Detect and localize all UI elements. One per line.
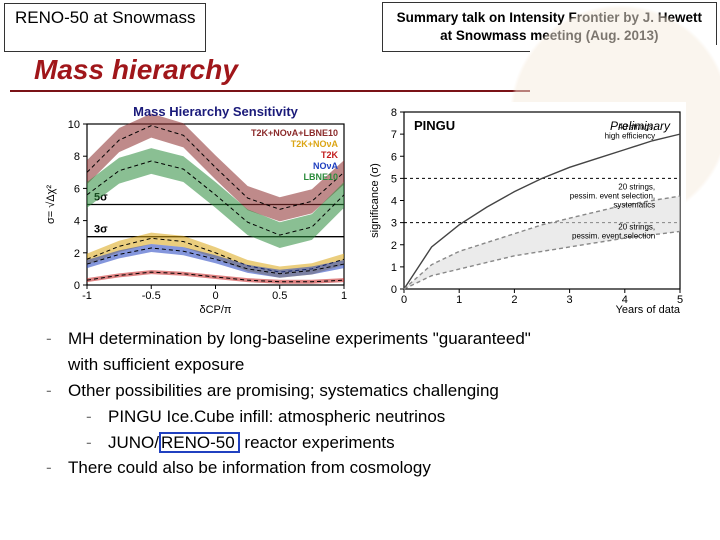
svg-text:T2K: T2K — [321, 150, 339, 160]
svg-text:LBNE10: LBNE10 — [303, 172, 338, 182]
svg-text:20 strings,: 20 strings, — [618, 223, 655, 232]
svg-text:8: 8 — [391, 107, 397, 119]
bullet-dash — [46, 353, 68, 377]
svg-text:T2K+NOνA: T2K+NOνA — [291, 139, 339, 149]
svg-text:σ= √Δχ²: σ= √Δχ² — [45, 185, 57, 224]
svg-text:3σ: 3σ — [94, 224, 108, 236]
svg-text:1: 1 — [341, 290, 347, 302]
svg-text:0: 0 — [74, 280, 80, 292]
svg-text:Years of data: Years of data — [616, 304, 681, 316]
svg-text:40 strings,: 40 strings, — [618, 123, 655, 132]
bullet-item: with sufficient exposure — [46, 353, 680, 377]
svg-text:6: 6 — [74, 184, 80, 196]
bullet-text: PINGU Ice.Cube infill: atmospheric neutr… — [108, 405, 445, 429]
svg-text:1: 1 — [456, 294, 462, 306]
svg-text:T2K+NOνA+LBNE10: T2K+NOνA+LBNE10 — [251, 128, 338, 138]
svg-text:high efficiency: high efficiency — [605, 132, 656, 141]
svg-text:Mass Hierarchy Sensitivity: Mass Hierarchy Sensitivity — [133, 104, 299, 119]
svg-text:δCP/π: δCP/π — [199, 304, 231, 316]
svg-text:-0.5: -0.5 — [142, 290, 161, 302]
bullet-dash: - — [46, 456, 68, 480]
reno-badge: RENO-50 at Snowmass — [4, 3, 206, 52]
svg-text:0: 0 — [391, 284, 397, 296]
reno50-highlight: RENO-50 — [159, 432, 240, 453]
svg-text:20 strings,: 20 strings, — [618, 183, 655, 192]
svg-text:4: 4 — [74, 216, 80, 228]
mh-sensitivity-chart: -1-0.500.5102468105σ3σMass Hierarchy Sen… — [42, 102, 352, 317]
bullet-dash: - — [86, 405, 108, 429]
bullet-text: MH determination by long-baseline experi… — [68, 327, 531, 351]
svg-text:3: 3 — [391, 218, 397, 230]
bullet-text: Other possibilities are promising; syste… — [68, 379, 499, 403]
svg-text:10: 10 — [68, 119, 80, 131]
svg-text:2: 2 — [511, 294, 517, 306]
svg-text:0: 0 — [401, 294, 407, 306]
svg-text:0.5: 0.5 — [272, 290, 287, 302]
svg-text:6: 6 — [391, 152, 397, 164]
svg-text:significance (σ): significance (σ) — [369, 164, 381, 239]
bullet-dash: - — [46, 327, 68, 351]
bullet-text: There could also be information from cos… — [68, 456, 431, 480]
bullet-dash: - — [46, 379, 68, 403]
svg-text:7: 7 — [391, 130, 397, 142]
svg-text:2: 2 — [391, 240, 397, 252]
bullet-text: with sufficient exposure — [68, 353, 244, 377]
svg-text:NOνA: NOνA — [313, 161, 339, 171]
pingu-chart: 012345012345678PINGUPreliminaryYears of … — [366, 102, 686, 317]
svg-text:pessim. event selection,: pessim. event selection, — [570, 192, 655, 201]
bullet-item: -JUNO/RENO-50 reactor experiments — [86, 431, 680, 455]
bullet-item: -Other possibilities are promising; syst… — [46, 379, 680, 403]
bullet-dash: - — [86, 431, 108, 455]
bullet-item: -There could also be information from co… — [46, 456, 680, 480]
svg-text:0: 0 — [212, 290, 218, 302]
svg-text:3: 3 — [567, 294, 573, 306]
svg-text:4: 4 — [391, 196, 397, 208]
svg-text:2: 2 — [74, 248, 80, 260]
bullet-item: -PINGU Ice.Cube infill: atmospheric neut… — [86, 405, 680, 429]
svg-text:PINGU: PINGU — [414, 118, 455, 133]
bullet-text: JUNO/RENO-50 reactor experiments — [108, 431, 395, 455]
svg-text:pessim. event selection: pessim. event selection — [572, 232, 655, 241]
svg-text:8: 8 — [74, 152, 80, 164]
bullet-list: -MH determination by long-baseline exper… — [46, 327, 680, 480]
svg-text:-1: -1 — [82, 290, 92, 302]
svg-text:5: 5 — [391, 174, 397, 186]
svg-text:1: 1 — [391, 262, 397, 274]
bullet-item: -MH determination by long-baseline exper… — [46, 327, 680, 351]
svg-text:systematics: systematics — [613, 201, 655, 210]
